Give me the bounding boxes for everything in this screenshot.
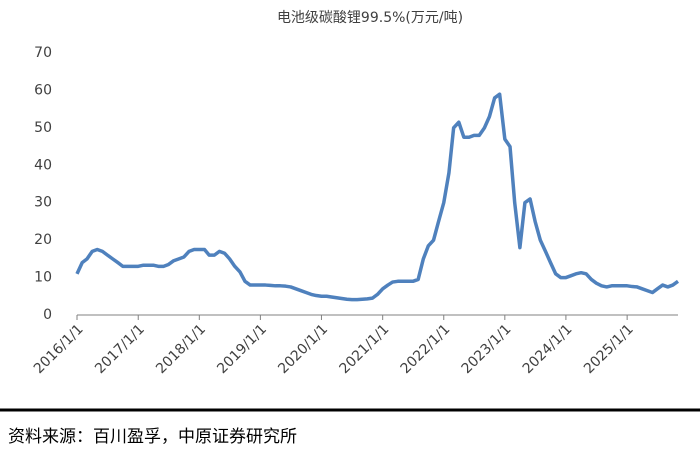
y-tick-label: 40 [34,157,52,173]
y-tick-label: 70 [34,45,52,61]
x-tick-label: 2021/1/1 [337,321,393,377]
x-tick-label: 2022/1/1 [398,321,454,377]
x-tick-label: 2016/1/1 [31,321,87,377]
y-tick-label: 20 [34,232,52,248]
y-tick-label: 0 [43,307,52,323]
y-tick-label: 60 [34,82,52,98]
x-tick-label: 2024/1/1 [520,321,576,377]
y-tick-label: 10 [34,270,52,286]
x-tick-label: 2017/1/1 [92,321,148,377]
source-note: 资料来源：百川盈孚，中原证券研究所 [8,427,297,447]
x-tick-label: 2020/1/1 [275,321,331,377]
chart-title: 电池级碳酸锂99.5%(万元/吨) [277,10,463,26]
y-tick-label: 30 [34,195,52,211]
x-tick-label: 2025/1/1 [581,321,637,377]
x-tick-label: 2019/1/1 [214,321,270,377]
x-tick-label: 2018/1/1 [153,321,209,377]
x-tick-label: 2023/1/1 [459,321,515,377]
data-line [75,92,680,302]
y-tick-label: 50 [34,120,52,136]
